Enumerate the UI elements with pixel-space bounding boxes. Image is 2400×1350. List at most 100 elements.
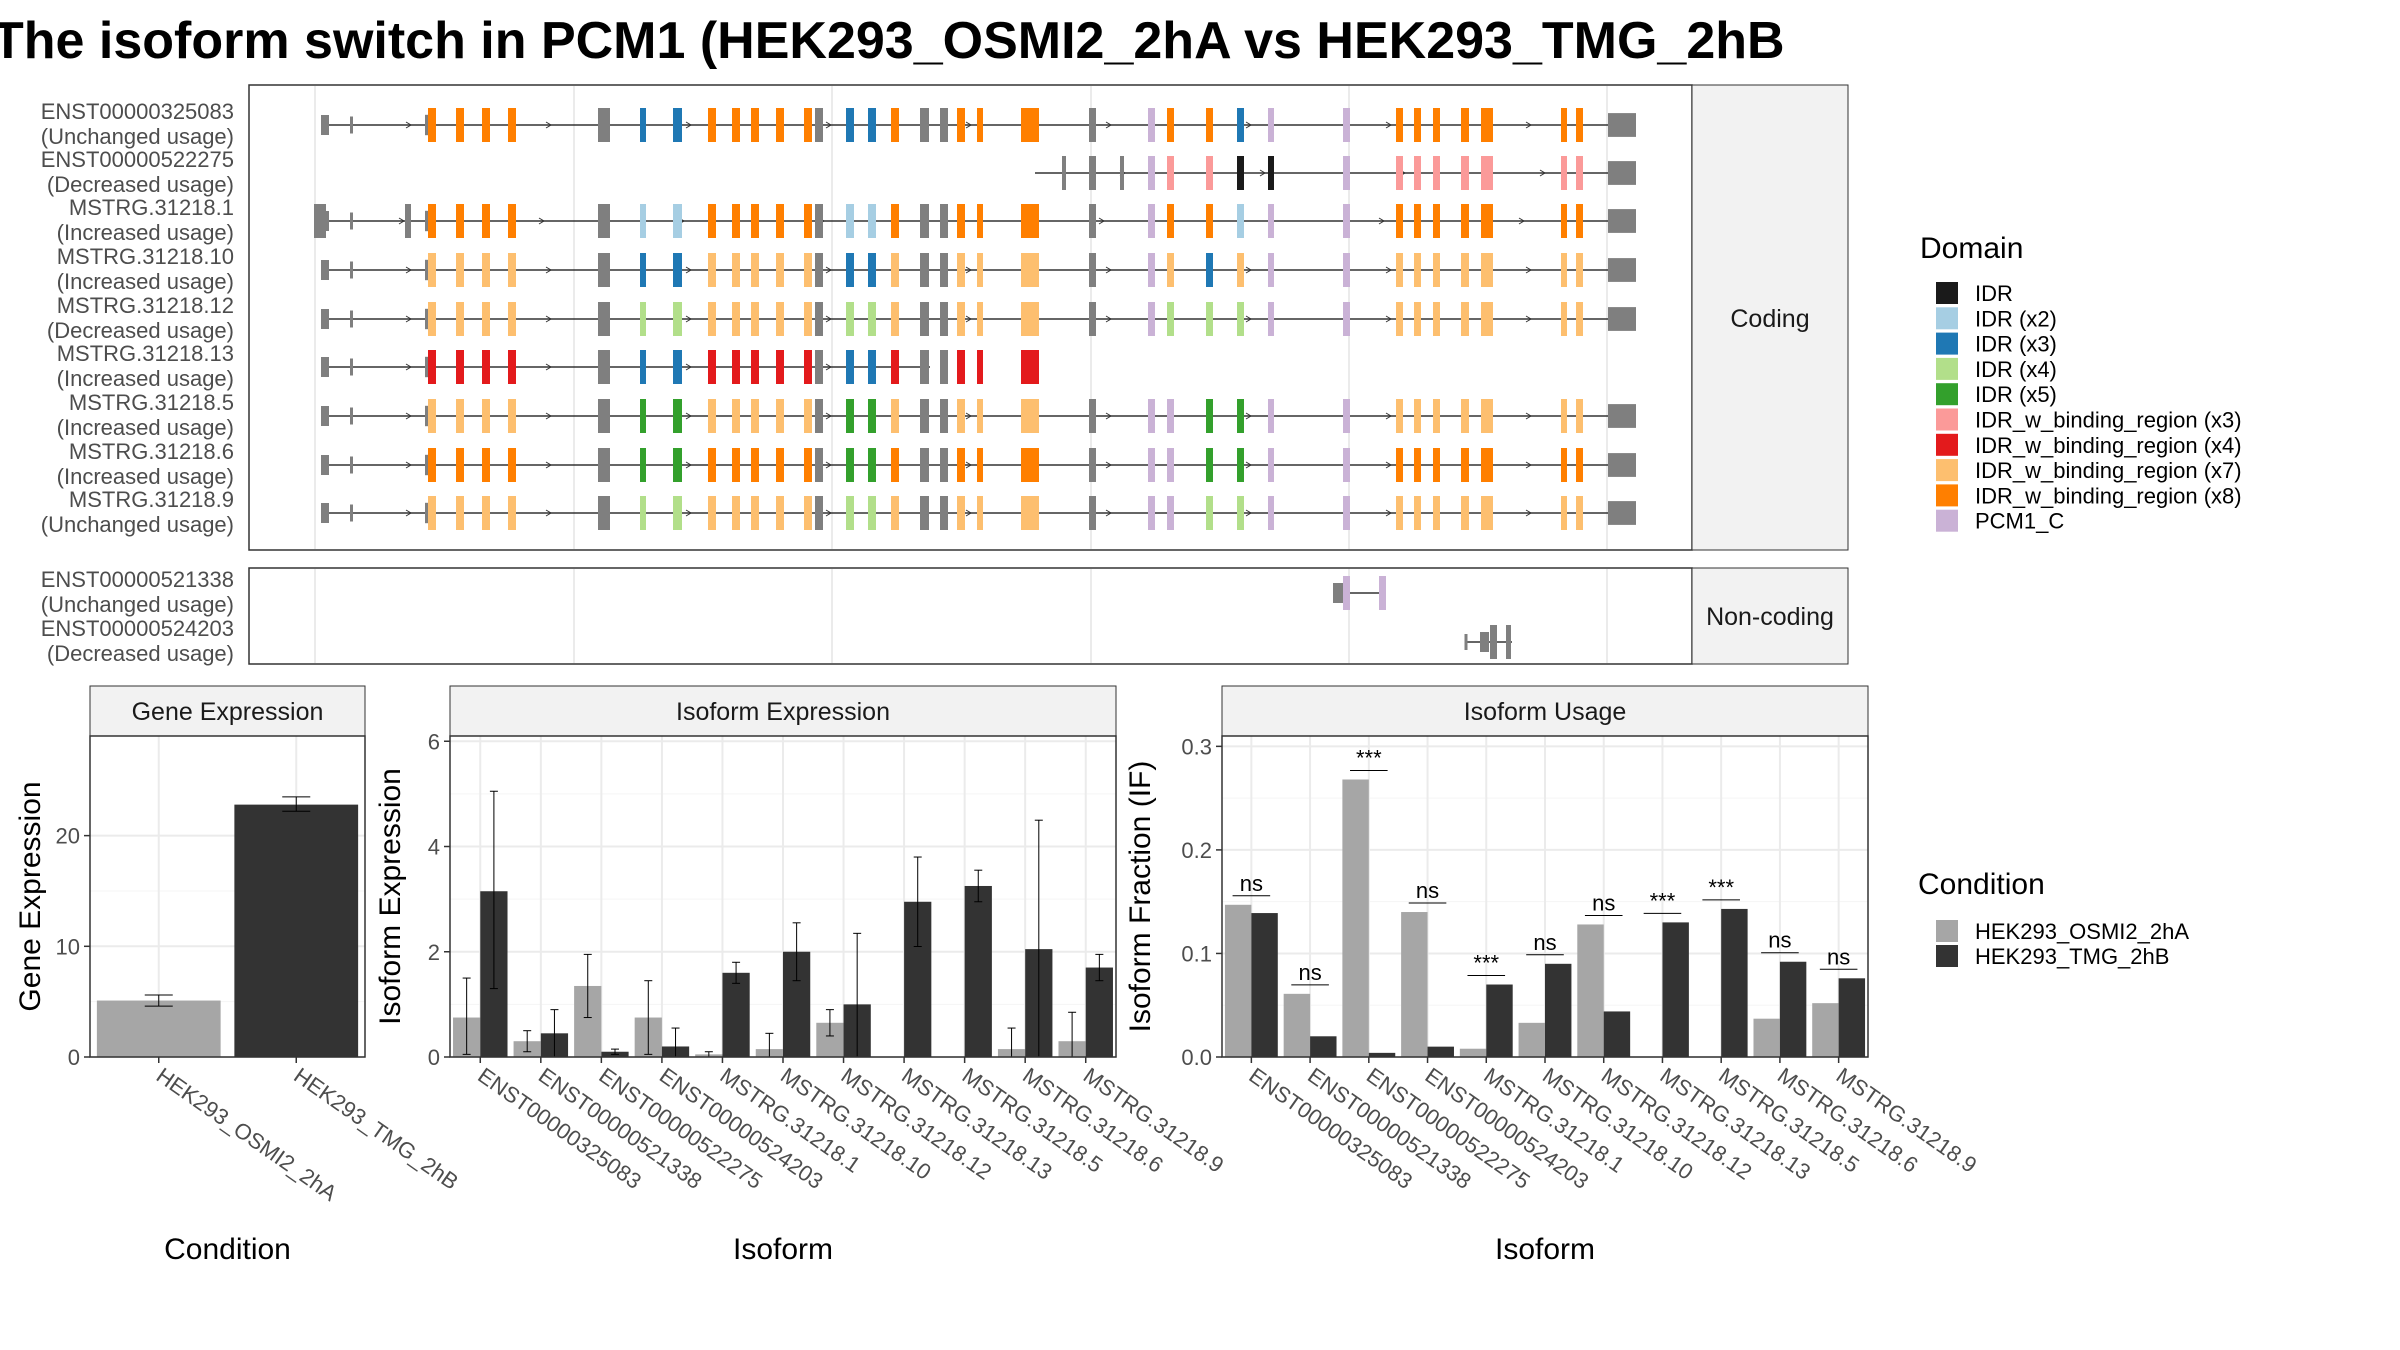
exon: [1237, 156, 1244, 190]
strand-arrow: [405, 266, 412, 274]
exon: [1414, 496, 1421, 530]
exon: [1206, 302, 1213, 336]
exon: [732, 204, 740, 238]
exon: [428, 496, 436, 530]
coding-panel-frame: [248, 84, 1693, 551]
exon: [920, 253, 929, 287]
exon: [1414, 448, 1421, 482]
exon: [350, 261, 353, 279]
exon: [1343, 496, 1350, 530]
exon: [428, 108, 436, 142]
exon: [732, 350, 740, 384]
exon: [1021, 253, 1039, 287]
exon: [977, 253, 983, 287]
significance-label: ***: [1708, 875, 1734, 900]
noncoding-gridlines: [314, 569, 1608, 663]
exon: [640, 350, 646, 384]
exon: [940, 302, 948, 336]
exon: [940, 448, 948, 482]
exon: [482, 108, 490, 142]
exon: [846, 204, 854, 238]
exon: [1506, 625, 1511, 659]
exon: [732, 302, 740, 336]
exon: [482, 399, 490, 433]
exon: [1433, 399, 1440, 433]
exon: [977, 496, 983, 530]
exon: [425, 210, 428, 232]
noncoding-isoform-label-id: ENST00000521338: [41, 567, 234, 592]
exon: [940, 108, 948, 142]
exon: [405, 204, 411, 238]
strand-arrow: [405, 461, 412, 469]
domain-legend-swatch: [1936, 433, 1958, 456]
strand-arrow: [825, 363, 832, 371]
exon: [804, 448, 812, 482]
exon: [920, 350, 929, 384]
exon: [598, 302, 610, 336]
exon: [891, 108, 899, 142]
exon: [456, 496, 464, 530]
exon: [1561, 108, 1567, 142]
exon: [868, 448, 876, 482]
exon: [708, 399, 716, 433]
exon: [1608, 404, 1636, 428]
exon: [1561, 253, 1567, 287]
domain-legend-swatch: [1936, 459, 1958, 482]
exon: [1268, 108, 1274, 142]
strand-arrow: [685, 509, 692, 517]
exon: [1268, 399, 1274, 433]
exon: [804, 302, 812, 336]
exon: [1167, 302, 1174, 336]
coding-isoform-label-usage: (Unchanged usage): [41, 124, 234, 149]
exon: [868, 496, 876, 530]
bar: [1486, 984, 1513, 1057]
exon: [425, 405, 428, 427]
exon: [321, 357, 329, 377]
exon: [1167, 496, 1174, 530]
exon: [1480, 632, 1489, 652]
significance-label: ns: [1298, 960, 1321, 985]
exon: [804, 399, 812, 433]
exon: [1576, 302, 1583, 336]
strand-arrow: [1105, 509, 1112, 517]
exon: [1414, 108, 1421, 142]
domain-legend-item: PCM1_C: [1975, 509, 2064, 534]
strand-arrow: [1105, 412, 1112, 420]
exon: [598, 253, 610, 287]
exon: [940, 204, 948, 238]
exon: [751, 108, 759, 142]
exon: [815, 350, 823, 384]
exon: [1343, 156, 1350, 190]
strand-arrow: [1525, 266, 1532, 274]
exon: [751, 399, 759, 433]
domain-legend-swatch: [1936, 357, 1958, 380]
isoform-expression-chart: Isoform Expression0246ENST00000325083ENS…: [374, 685, 1228, 1266]
exon: [1021, 350, 1039, 384]
y-tick-label: 0.0: [1181, 1045, 1212, 1070]
strand-arrow: [1525, 315, 1532, 323]
isoform-track-7: [321, 448, 1636, 482]
strand-arrow: [1525, 412, 1532, 420]
strand-arrow: [685, 266, 692, 274]
exon: [1433, 253, 1440, 287]
exon: [804, 253, 812, 287]
isoform-track-6: [321, 399, 1636, 433]
bar: [1753, 1018, 1780, 1057]
condition-legend-item: HEK293_OSMI2_2hA: [1975, 919, 2189, 944]
y-tick-label: 0.1: [1181, 941, 1212, 966]
noncoding-strip: [1691, 567, 1849, 665]
exon: [846, 496, 854, 530]
exon: [940, 496, 948, 530]
panel-frame: [89, 735, 366, 1058]
exon: [1433, 156, 1440, 190]
exon: [1561, 399, 1567, 433]
isoform-track-0: [321, 108, 1636, 142]
strand-arrow: [1539, 169, 1546, 177]
exon: [708, 253, 716, 287]
exon: [508, 399, 516, 433]
exon: [1461, 156, 1469, 190]
strand-arrow: [1098, 217, 1105, 225]
bar: [1283, 993, 1311, 1057]
strand-arrow: [405, 363, 412, 371]
strand-arrow: [685, 412, 692, 420]
